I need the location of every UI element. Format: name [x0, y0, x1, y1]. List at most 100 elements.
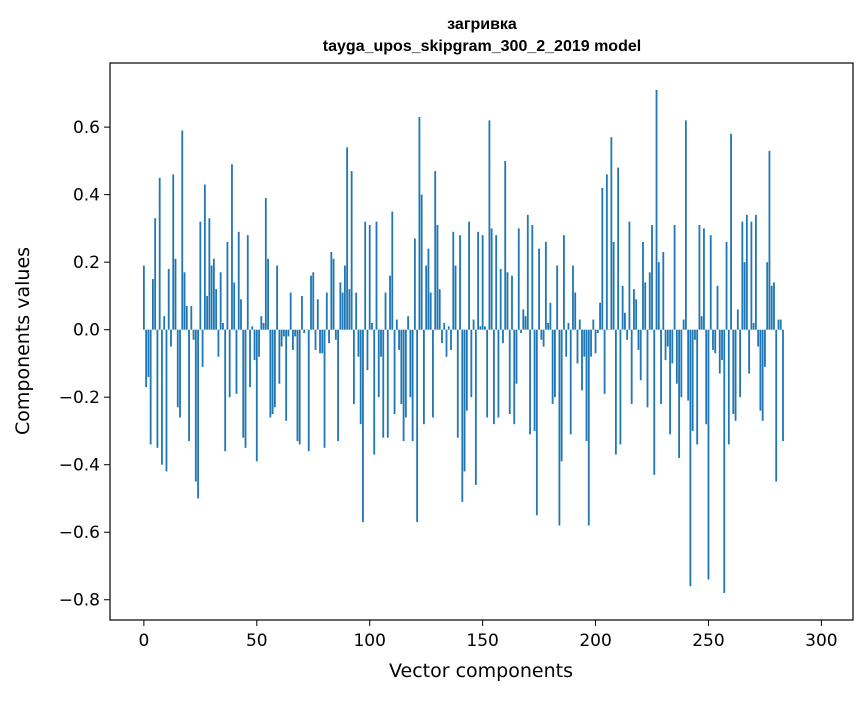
bar-component-21 [190, 306, 192, 330]
bar-component-33 [218, 330, 220, 357]
bar-component-276 [766, 262, 768, 330]
bar-component-66 [292, 330, 294, 350]
bar-component-44 [242, 330, 244, 438]
bar-component-30 [211, 266, 213, 330]
bar-component-122 [418, 117, 420, 330]
bar-component-75 [312, 272, 314, 329]
bar-component-238 [680, 330, 682, 398]
bar-component-70 [301, 296, 303, 330]
bar-component-2 [147, 330, 149, 377]
bar-component-140 [459, 235, 461, 330]
bar-component-73 [308, 330, 310, 452]
bar-component-233 [669, 330, 671, 435]
bar-component-124 [423, 330, 425, 425]
bar-component-1 [145, 330, 147, 387]
bar-component-242 [689, 330, 691, 587]
bar-component-45 [245, 330, 247, 448]
bar-component-185 [561, 330, 563, 462]
bar-component-191 [574, 293, 576, 330]
bar-component-55 [267, 259, 269, 330]
bar-component-253 [714, 330, 716, 354]
bar-component-211 [619, 330, 621, 445]
bar-component-275 [764, 330, 766, 367]
bar-component-195 [583, 330, 585, 357]
bar-component-128 [432, 330, 434, 418]
bar-component-50 [256, 330, 258, 462]
bar-component-88 [342, 293, 344, 330]
bar-component-28 [206, 296, 208, 330]
bar-component-240 [685, 120, 687, 329]
bar-component-41 [236, 330, 238, 394]
bar-component-68 [297, 330, 299, 441]
bar-component-273 [760, 330, 762, 411]
bar-component-111 [394, 330, 396, 414]
bar-component-257 [723, 330, 725, 593]
bar-component-171 [529, 330, 531, 435]
bar-component-91 [348, 289, 350, 330]
x-tick-label-0: 0 [138, 631, 149, 651]
y-tick-label-2: −0.4 [59, 456, 100, 476]
bar-component-207 [610, 137, 612, 329]
bar-component-18 [184, 272, 186, 329]
bar-component-282 [780, 320, 782, 330]
bar-component-261 [732, 330, 734, 414]
bar-component-269 [750, 222, 752, 330]
bar-component-174 [536, 330, 538, 516]
bar-component-119 [412, 330, 414, 441]
bar-component-130 [437, 225, 439, 330]
bar-component-82 [328, 330, 330, 344]
bar-component-67 [294, 330, 296, 337]
bar-component-53 [263, 323, 265, 330]
bar-component-120 [414, 239, 416, 330]
bar-component-139 [457, 330, 459, 438]
bar-component-23 [195, 330, 197, 482]
bar-component-38 [229, 330, 231, 398]
bar-component-142 [464, 330, 466, 472]
chart-title-line2: tayga_upos_skipgram_300_2_2019 model [323, 38, 641, 55]
bar-component-188 [568, 323, 570, 330]
bar-component-132 [441, 330, 443, 344]
bar-component-255 [719, 330, 721, 374]
bar-component-37 [227, 242, 229, 330]
bar-component-81 [326, 293, 328, 330]
bar-component-268 [748, 330, 750, 374]
bar-component-230 [662, 252, 664, 330]
bar-component-113 [398, 330, 400, 350]
bar-component-129 [434, 171, 436, 330]
bar-component-11 [168, 269, 170, 330]
bar-component-241 [687, 330, 689, 401]
bar-component-101 [371, 323, 373, 330]
bar-component-220 [640, 330, 642, 381]
bar-component-16 [179, 330, 181, 418]
bar-component-61 [281, 330, 283, 347]
bar-component-121 [416, 330, 418, 522]
bar-component-12 [170, 330, 172, 347]
bar-component-137 [452, 232, 454, 330]
bar-component-225 [651, 225, 653, 330]
bar-component-166 [518, 228, 520, 329]
bar-component-173 [534, 330, 536, 431]
bar-component-51 [258, 330, 260, 357]
bar-component-201 [597, 330, 599, 333]
bar-component-169 [525, 316, 527, 330]
bar-component-134 [446, 330, 448, 357]
bar-component-149 [479, 326, 481, 329]
bar-component-22 [193, 330, 195, 340]
bar-component-266 [744, 262, 746, 330]
y-tick-label-1: −0.6 [59, 523, 100, 543]
bar-component-176 [540, 330, 542, 340]
bar-component-246 [699, 225, 701, 330]
chart-title-line1: загривка [447, 16, 517, 33]
x-tick-label-100: 100 [353, 631, 385, 651]
bar-component-148 [477, 232, 479, 330]
bar-component-69 [299, 330, 301, 445]
bar-component-214 [626, 330, 628, 340]
bar-component-252 [712, 330, 714, 350]
bar-component-76 [315, 330, 317, 350]
bar-component-126 [428, 249, 430, 330]
bar-component-65 [290, 293, 292, 330]
bar-component-4 [152, 279, 154, 330]
bar-component-197 [588, 330, 590, 526]
